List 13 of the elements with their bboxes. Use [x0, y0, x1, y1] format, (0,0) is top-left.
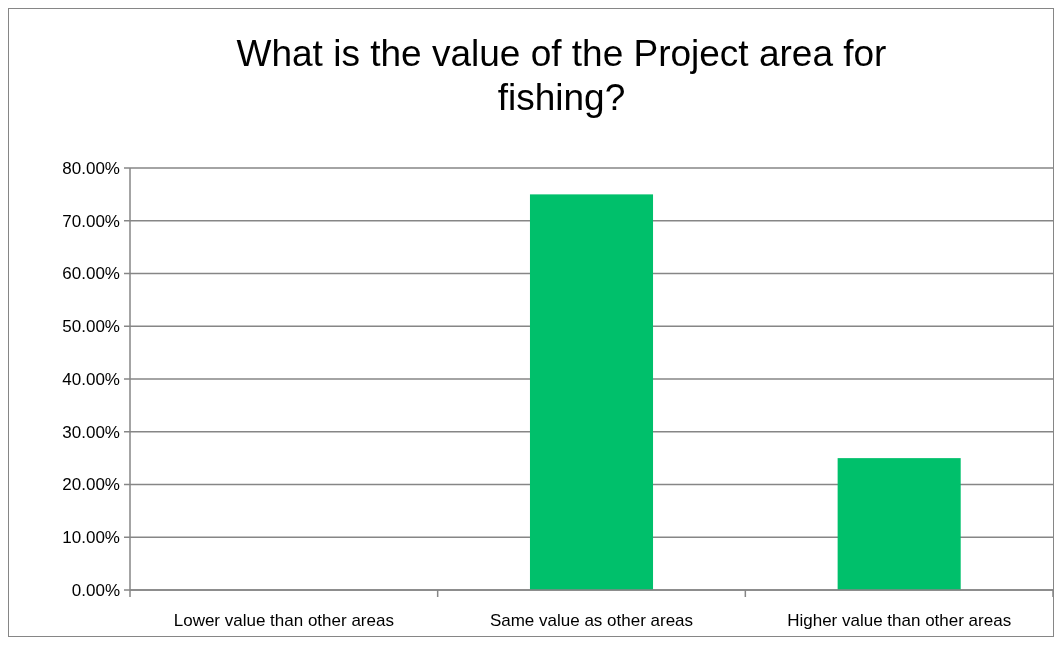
- x-tick-label: Lower value than other areas: [173, 611, 394, 630]
- y-tick-label: 40.00%: [62, 369, 120, 389]
- y-tick-label: 80.00%: [62, 158, 120, 178]
- y-tick-label: 10.00%: [62, 528, 120, 548]
- y-tick-label: 70.00%: [62, 211, 120, 231]
- y-tick-label: 30.00%: [62, 422, 120, 442]
- y-tick-label: 60.00%: [62, 264, 120, 284]
- chart-title: What is the value of the Project area for fishing?: [236, 33, 887, 118]
- x-tick-label: Higher value than other areas: [787, 611, 1012, 630]
- y-tick-label: 20.00%: [62, 475, 120, 495]
- y-tick-label: 50.00%: [62, 317, 120, 337]
- y-tick-label: 0.00%: [71, 580, 120, 600]
- x-tick-label: Same value as other areas: [489, 611, 694, 630]
